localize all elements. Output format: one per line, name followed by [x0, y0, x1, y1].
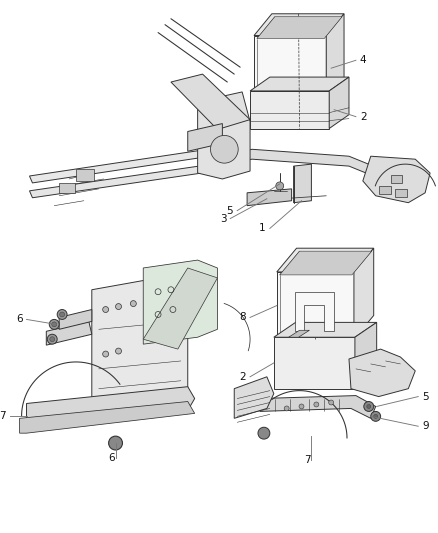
Circle shape [328, 400, 334, 405]
Circle shape [314, 402, 319, 407]
Polygon shape [247, 189, 292, 206]
Circle shape [367, 405, 371, 408]
Polygon shape [289, 330, 309, 337]
Text: 1: 1 [259, 223, 266, 233]
Circle shape [299, 404, 304, 409]
Polygon shape [250, 91, 329, 128]
Polygon shape [188, 124, 223, 151]
Circle shape [116, 304, 121, 310]
Polygon shape [363, 156, 430, 203]
Circle shape [60, 312, 64, 317]
Polygon shape [295, 292, 334, 332]
Bar [396, 189, 407, 197]
Text: 7: 7 [0, 411, 6, 422]
Circle shape [102, 351, 109, 357]
Polygon shape [220, 149, 381, 179]
Circle shape [49, 319, 59, 329]
Text: 3: 3 [220, 214, 226, 223]
Bar [379, 186, 391, 194]
Polygon shape [29, 147, 230, 183]
Text: 5: 5 [422, 392, 429, 401]
Polygon shape [20, 401, 194, 433]
Polygon shape [326, 14, 344, 100]
Text: 8: 8 [240, 312, 246, 322]
Text: 5: 5 [226, 206, 233, 216]
Polygon shape [260, 395, 376, 418]
Circle shape [102, 306, 109, 312]
Text: 9: 9 [422, 421, 429, 431]
Circle shape [50, 337, 55, 342]
Polygon shape [29, 164, 215, 198]
Circle shape [109, 436, 123, 450]
Text: 2: 2 [360, 111, 367, 122]
Polygon shape [76, 169, 94, 181]
Polygon shape [277, 248, 374, 272]
Polygon shape [198, 92, 250, 179]
Polygon shape [143, 260, 217, 344]
Polygon shape [254, 36, 326, 100]
Polygon shape [274, 337, 355, 389]
Polygon shape [92, 278, 188, 407]
Circle shape [47, 334, 57, 344]
Polygon shape [277, 272, 354, 339]
Polygon shape [59, 310, 92, 329]
Circle shape [374, 414, 378, 418]
Polygon shape [143, 268, 217, 349]
Polygon shape [254, 14, 344, 36]
Polygon shape [349, 349, 415, 397]
Circle shape [258, 427, 270, 439]
Polygon shape [250, 77, 349, 91]
Polygon shape [280, 251, 372, 275]
Polygon shape [355, 322, 377, 389]
Text: 7: 7 [304, 455, 311, 465]
Polygon shape [171, 74, 250, 130]
Text: 2: 2 [240, 372, 246, 382]
Polygon shape [234, 377, 274, 418]
Polygon shape [257, 17, 342, 38]
Circle shape [211, 135, 238, 163]
Polygon shape [293, 164, 311, 203]
Circle shape [52, 322, 57, 327]
Bar [391, 175, 403, 183]
Circle shape [364, 401, 374, 411]
Polygon shape [27, 386, 194, 428]
Text: 4: 4 [360, 55, 367, 65]
Text: 6: 6 [16, 314, 23, 325]
Circle shape [116, 348, 121, 354]
Polygon shape [59, 183, 75, 193]
Circle shape [284, 406, 289, 411]
Circle shape [371, 411, 381, 421]
Polygon shape [329, 77, 349, 128]
Text: 6: 6 [108, 453, 115, 463]
Circle shape [276, 182, 284, 190]
Circle shape [131, 301, 136, 306]
Circle shape [57, 310, 67, 319]
Polygon shape [46, 321, 92, 345]
Polygon shape [274, 322, 377, 337]
Polygon shape [354, 248, 374, 339]
